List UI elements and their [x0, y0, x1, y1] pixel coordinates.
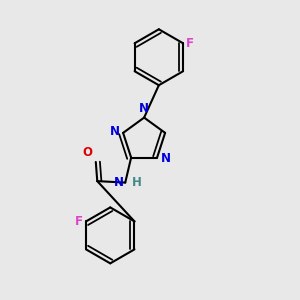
Text: N: N — [160, 152, 171, 165]
Text: N: N — [110, 125, 120, 138]
Text: F: F — [75, 215, 83, 228]
Text: H: H — [132, 176, 142, 189]
Text: O: O — [83, 146, 93, 159]
Text: F: F — [186, 37, 194, 50]
Text: N: N — [114, 176, 124, 189]
Text: N: N — [139, 102, 149, 115]
